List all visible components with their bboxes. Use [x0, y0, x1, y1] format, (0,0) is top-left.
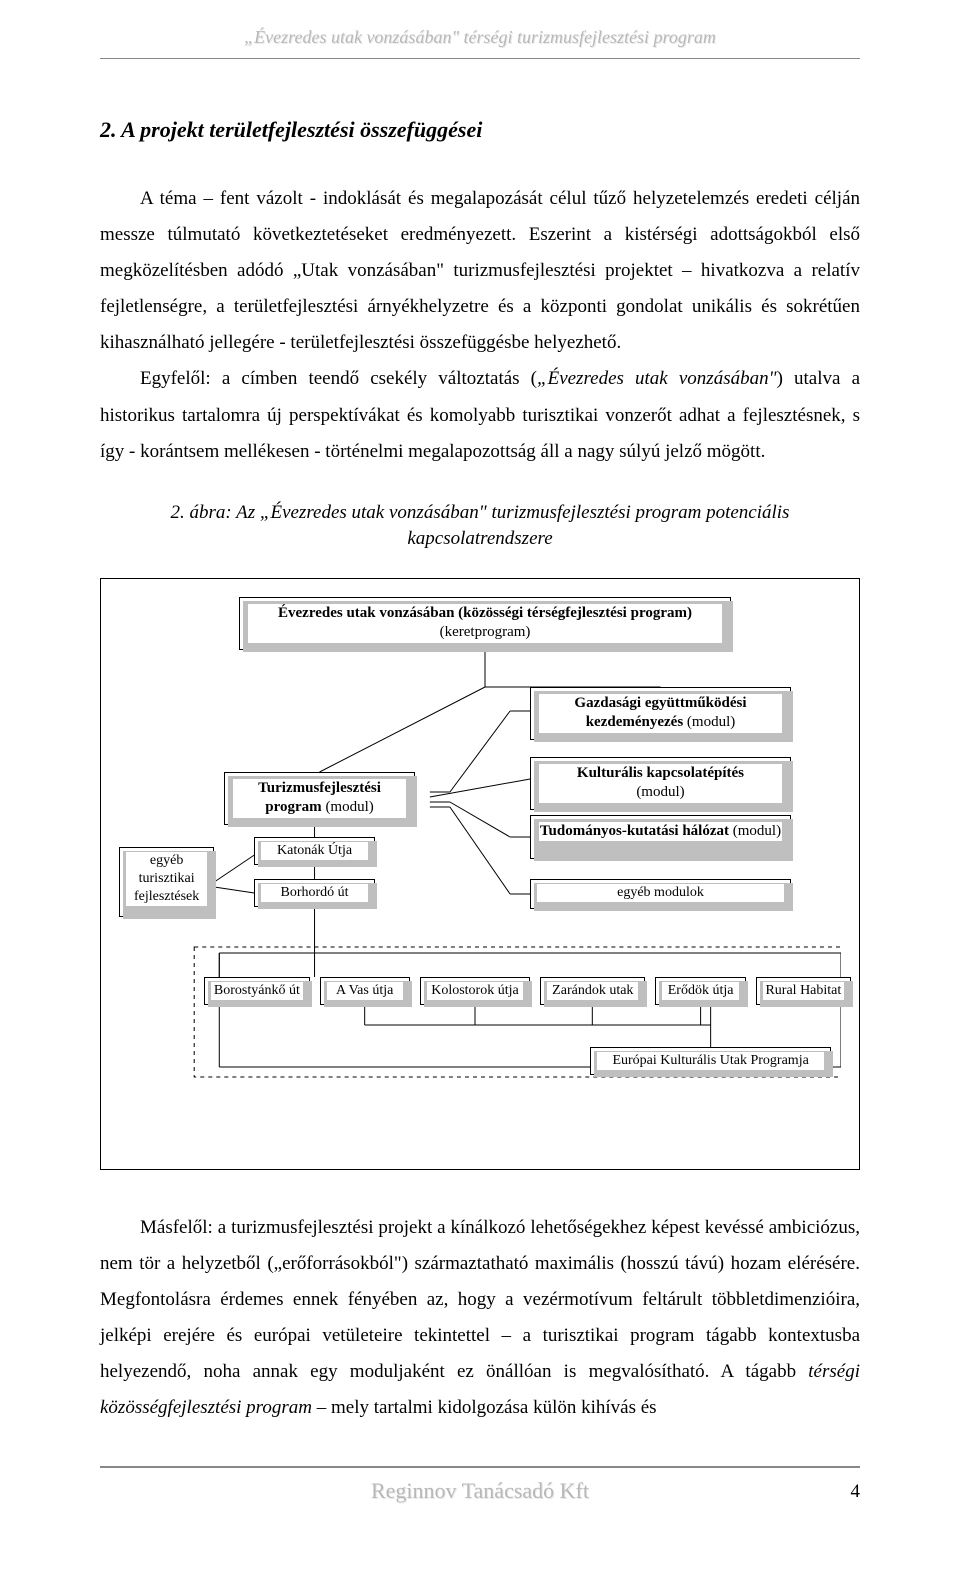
diagram-box-europ: Európai Kulturális Utak Programja [590, 1047, 831, 1075]
diagram-box-kolos: Kolostorok útja [420, 977, 530, 1005]
diagram-box-erodok: Erődök útja [655, 977, 745, 1005]
para3-lead: Másfelől: a turizmusfejlesztési projekt … [100, 1217, 860, 1382]
diagram-box-tud: Tudományos-kutatási hálózat (modul) [530, 815, 791, 859]
diagram-box-zarand: Zarándok utak [540, 977, 645, 1005]
diagram-box-katonak: Katonák Útja [254, 837, 374, 865]
diagram-box-turizm: Turizmusfejlesztési program (modul) [224, 772, 415, 825]
diagram-box-boros: Borostyánkő út [204, 977, 309, 1005]
diagram-box-kult: Kulturális kapcsolatépítés(modul) [530, 757, 791, 810]
paragraph-2: Egyfelől: a címben teendő csekély változ… [100, 361, 860, 469]
page-footer: Reginnov Tanácsadó Kft 4 [100, 1466, 860, 1512]
para2-lead: Egyfelől: a címben teendő csekély változ… [140, 368, 537, 389]
page-header: „Évezredes utak vonzásában" térségi turi… [100, 20, 860, 59]
diagram-box-egyebmod: egyéb modulok [530, 879, 791, 909]
page-number: 4 [851, 1474, 861, 1510]
para2-em: „Évezredes utak vonzásában" [537, 368, 777, 389]
paragraph-3: Másfelől: a turizmusfejlesztési projekt … [100, 1210, 860, 1427]
diagram-canvas: Évezredes utak vonzásában (közösségi tér… [119, 597, 841, 1157]
figure-caption: 2. ábra: Az „Évezredes utak vonzásában" … [140, 500, 820, 553]
section-title: 2. A projekt területfejlesztési összefüg… [100, 109, 860, 151]
diagram-box-rural: Rural Habitat [756, 977, 851, 1005]
diagram-box-vas: A Vas útja [320, 977, 410, 1005]
diagram-box-egyebtur: egyéb turisztikai fejlesztések [119, 847, 214, 917]
para3-tail: – mely tartalmi kidolgozása külön kihívá… [312, 1397, 657, 1418]
diagram-frame: Évezredes utak vonzásában (közösségi tér… [100, 578, 860, 1170]
paragraph-1: A téma – fent vázolt - indoklását és meg… [100, 181, 860, 361]
footer-text: Reginnov Tanácsadó Kft [371, 1478, 589, 1503]
diagram-box-top: Évezredes utak vonzásában (közösségi tér… [239, 597, 730, 650]
diagram-box-borhordo: Borhordó út [254, 879, 374, 907]
diagram-box-gazd: Gazdasági együttműködési kezdeményezés (… [530, 687, 791, 740]
